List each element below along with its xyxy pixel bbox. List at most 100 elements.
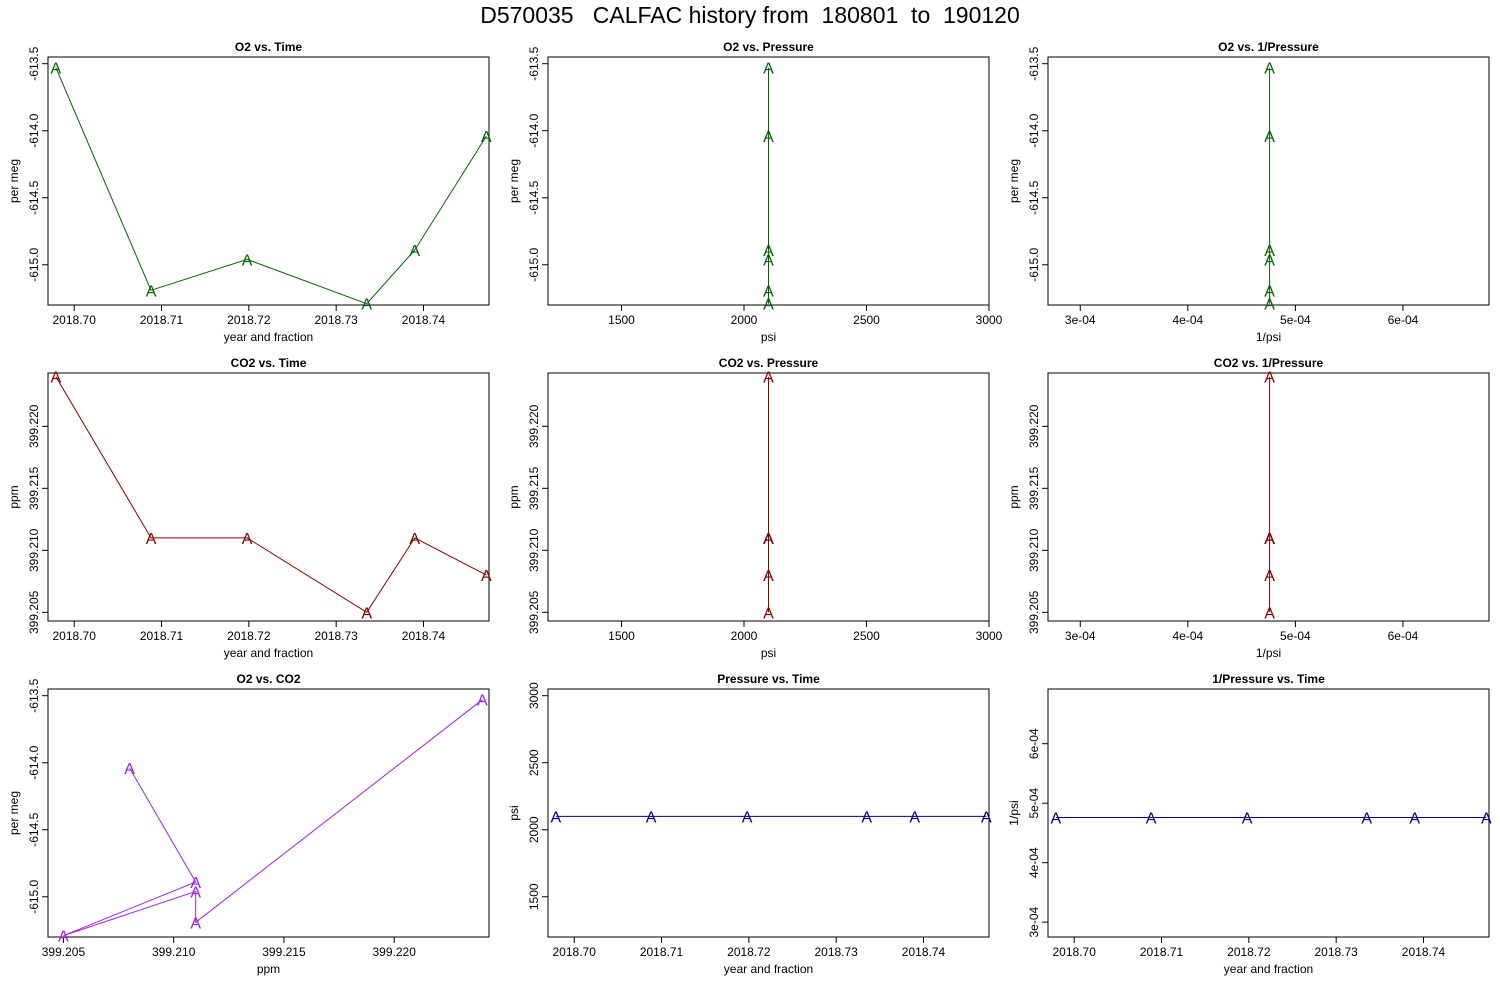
x-tick-label: 1500 (608, 313, 635, 327)
data-point: A (1264, 531, 1275, 548)
data-point: A (763, 252, 774, 269)
x-tick-label: 2018.71 (140, 629, 184, 643)
series-line (55, 67, 487, 305)
chart-o2-vs-time: O2 vs. Time 2018.70 2018.71 2018.72 2018.73 2… (7, 40, 492, 344)
data-point: A (763, 531, 774, 548)
y-tick-label: 399.220 (27, 404, 41, 448)
data-point: A (551, 809, 562, 826)
y-tick-label: -614.0 (527, 113, 541, 147)
y-tick-label: 399.215 (27, 466, 41, 510)
x-tick-label: 2500 (853, 313, 880, 327)
data-point: A (146, 531, 157, 548)
x-tick-label: 4e-04 (1172, 313, 1203, 327)
chart-co2-vs-pressure: CO2 vs. Pressure 1500 2000 2500 3000 399.205 3… (507, 356, 1003, 660)
data-point: A (763, 531, 774, 548)
series-line (55, 376, 487, 613)
chart-title: CO2 vs. Pressure (719, 356, 819, 370)
x-tick-label: 399.215 (262, 945, 306, 959)
y-tick-label: 399.220 (1027, 404, 1041, 448)
x-tick-label: 2018.74 (402, 313, 446, 327)
data-point: A (1409, 810, 1420, 827)
data-point: A (190, 915, 201, 932)
x-axis-label: psi (761, 646, 776, 660)
x-tick-label: 6e-04 (1388, 629, 1419, 643)
x-tick-label: 2018.70 (1053, 945, 1097, 959)
chart-title: Pressure vs. Time (717, 672, 820, 686)
x-tick-label: 2018.74 (902, 945, 946, 959)
x-axis-label: 1/psi (1256, 646, 1281, 660)
x-axis-label: year and fraction (224, 330, 313, 344)
y-tick-label: 6e-04 (1027, 728, 1041, 759)
y-tick-label: -615.0 (1027, 247, 1041, 281)
x-axis-label: year and fraction (224, 646, 313, 660)
y-axis-label: per meg (7, 159, 21, 203)
data-point: A (763, 129, 774, 146)
data-point: A (1264, 605, 1275, 622)
y-tick-label: 399.215 (527, 466, 541, 510)
data-point: A (763, 297, 774, 314)
y-tick-label: 2000 (527, 816, 541, 843)
data-point: A (861, 809, 872, 826)
y-tick-label: 399.220 (527, 404, 541, 448)
y-tick-label: 4e-04 (1027, 847, 1041, 878)
data-point: A (124, 761, 135, 778)
y-axis-label: ppm (1007, 485, 1021, 508)
x-axis-label: year and fraction (724, 962, 813, 976)
x-axis-label: 1/psi (1256, 330, 1281, 344)
y-tick-label: -615.0 (27, 247, 41, 281)
data-point: A (763, 370, 774, 387)
chart-o2-vs-pressure: O2 vs. Pressure 1500 2000 2500 3000 -613.5 -61… (507, 40, 1003, 344)
y-tick-label: -614.0 (1027, 113, 1041, 147)
x-axis-label: year and fraction (1224, 962, 1313, 976)
chart-o2-vs-co2: O2 vs. CO2 399.205 399.210 399.215 399.220 -6… (7, 672, 490, 976)
x-tick-label: 2018.72 (227, 629, 271, 643)
x-tick-label: 399.210 (152, 945, 196, 959)
y-tick-label: -614.5 (527, 180, 541, 214)
x-tick-label: 2018.71 (640, 945, 684, 959)
data-point: A (763, 61, 774, 78)
data-point: A (1264, 283, 1275, 300)
y-tick-label: -613.5 (527, 46, 541, 80)
chart-title: CO2 vs. Time (231, 356, 307, 370)
plot-frame (47, 372, 490, 622)
y-axis-label: per meg (507, 159, 521, 203)
series-line (63, 699, 483, 937)
data-point: A (146, 283, 157, 300)
chart-co2-vs-time: CO2 vs. Time 2018.70 2018.71 2018.72 2018.73… (7, 356, 492, 660)
data-point: A (51, 370, 62, 387)
data-point: A (1264, 531, 1275, 548)
x-tick-label: 2018.72 (727, 945, 771, 959)
x-tick-label: 2018.71 (140, 313, 184, 327)
data-point: A (1264, 129, 1275, 146)
data-point: A (1264, 297, 1275, 314)
y-tick-label: -613.5 (1027, 46, 1041, 80)
y-tick-label: 3e-04 (1027, 906, 1041, 937)
plot-frame (547, 372, 990, 622)
x-tick-label: 2018.72 (227, 313, 271, 327)
data-point: A (51, 61, 62, 78)
x-tick-label: 3000 (976, 313, 1003, 327)
x-tick-label: 2018.73 (314, 313, 358, 327)
x-tick-label: 1500 (608, 629, 635, 643)
x-axis-label: ppm (257, 962, 280, 976)
x-tick-label: 2018.73 (1314, 945, 1358, 959)
x-tick-label: 2018.71 (1140, 945, 1184, 959)
chart-title: O2 vs. Time (235, 40, 302, 54)
plot-frame (1047, 56, 1490, 306)
x-tick-label: 3e-04 (1065, 629, 1096, 643)
plot-frame (547, 688, 990, 938)
chart-title: 1/Pressure vs. Time (1212, 672, 1325, 686)
data-point: A (361, 605, 372, 622)
data-point: A (763, 605, 774, 622)
y-tick-label: -615.0 (527, 247, 541, 281)
chart-inv-pressure-vs-time: 1/Pressure vs. Time 2018.70 2018.71 2018.72… (1007, 672, 1492, 976)
y-tick-label: -614.0 (27, 113, 41, 147)
data-point: A (242, 531, 253, 548)
plot-frame (1047, 688, 1490, 938)
x-tick-label: 2500 (853, 629, 880, 643)
y-axis-label: per meg (1007, 159, 1021, 203)
data-point: A (763, 568, 774, 585)
y-axis-label: 1/psi (1007, 800, 1021, 825)
y-axis-label: ppm (7, 485, 21, 508)
